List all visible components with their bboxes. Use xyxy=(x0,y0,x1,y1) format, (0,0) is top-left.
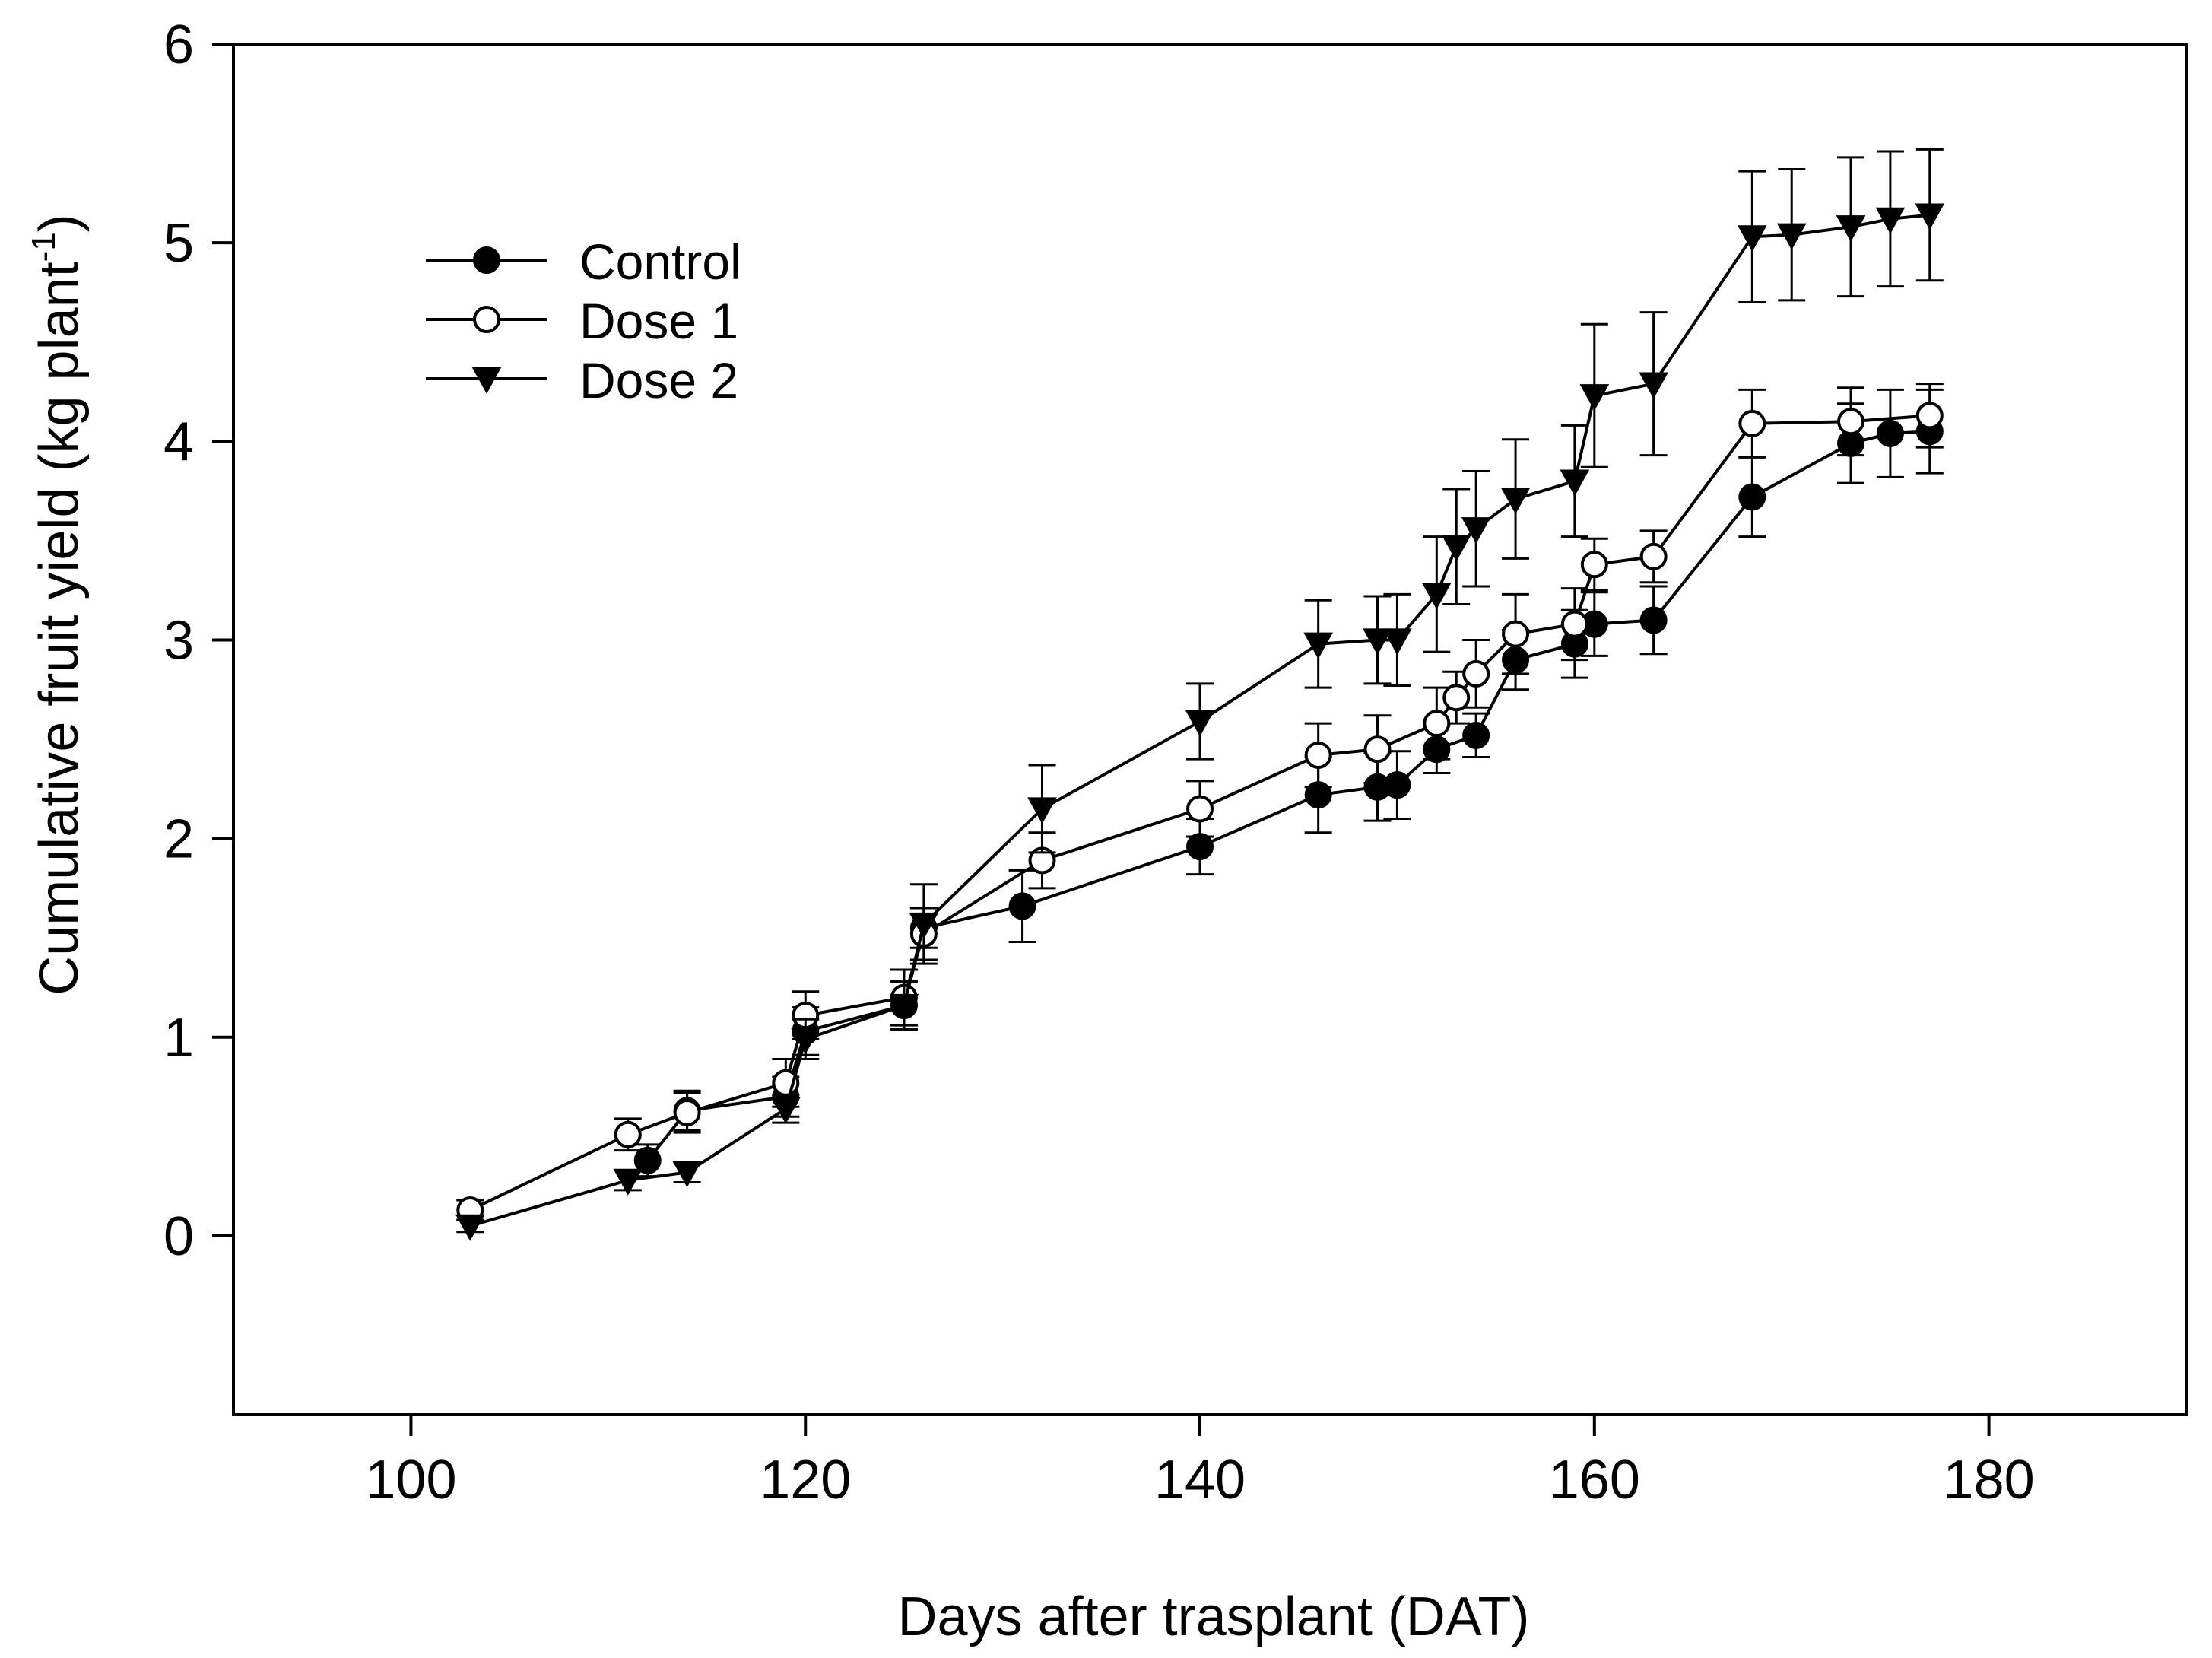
data-point xyxy=(613,1168,643,1196)
data-point xyxy=(889,993,919,1021)
data-point xyxy=(1186,833,1214,861)
data-point xyxy=(1383,771,1411,799)
x-tick-label: 100 xyxy=(365,1450,456,1510)
data-point xyxy=(1500,487,1531,514)
data-point xyxy=(1875,207,1906,234)
data-point xyxy=(1382,628,1412,656)
legend-marker xyxy=(473,246,500,274)
data-point xyxy=(1442,684,1471,712)
data-point xyxy=(1363,628,1392,656)
data-point xyxy=(1737,225,1767,253)
y-axis-title: Cumulative fruit yield (kg plant-1) xyxy=(25,214,90,996)
series-layer xyxy=(455,148,1945,1241)
plot-frame xyxy=(232,43,2188,1416)
y-tick-label: 5 xyxy=(163,213,194,274)
data-point xyxy=(1580,551,1608,579)
data-point xyxy=(1560,469,1590,497)
data-point xyxy=(1304,741,1332,769)
data-point xyxy=(455,1214,485,1241)
data-point xyxy=(1915,402,1944,430)
x-tick-label: 140 xyxy=(1154,1450,1246,1510)
data-point xyxy=(770,1097,801,1124)
data-point xyxy=(1639,542,1668,570)
data-point xyxy=(1303,632,1334,659)
data-point xyxy=(909,912,939,939)
legend-label: Dose 2 xyxy=(579,352,738,408)
data-point xyxy=(790,1028,820,1055)
data-point xyxy=(1185,710,1215,737)
legend-marker xyxy=(473,306,500,333)
data-point xyxy=(1008,892,1036,920)
data-point xyxy=(673,1099,701,1127)
data-point xyxy=(1837,408,1865,436)
series-dose-2 xyxy=(455,148,1945,1241)
data-point xyxy=(1461,517,1491,545)
x-tick-label: 160 xyxy=(1549,1450,1640,1510)
data-point xyxy=(1639,372,1668,399)
y-axis-title-close: ) xyxy=(29,214,90,232)
y-axis-title-superscript: -1 xyxy=(25,232,62,262)
data-point xyxy=(1462,659,1490,688)
data-point xyxy=(1639,606,1668,634)
data-point xyxy=(614,1120,642,1148)
y-tick-label: 4 xyxy=(163,411,194,472)
legend-label: Control xyxy=(579,233,741,290)
data-point xyxy=(1738,483,1766,511)
data-point xyxy=(1876,419,1904,447)
y-axis-title-main: Cumulative fruit yield (kg plant xyxy=(29,262,90,995)
data-point xyxy=(1441,535,1471,562)
data-point xyxy=(672,1161,702,1188)
axes-layer: 100 120 140 160 180 0 1 2 3 4 5 6 xyxy=(163,14,2188,1510)
data-point xyxy=(1836,215,1866,243)
legend-label: Dose 1 xyxy=(579,293,738,349)
legend-item-dose-2: Dose 2 xyxy=(426,352,738,408)
data-point xyxy=(1738,409,1766,437)
data-point xyxy=(1560,610,1588,638)
legend-marker xyxy=(471,367,502,394)
data-point xyxy=(1776,223,1807,250)
y-tick-label: 2 xyxy=(163,809,194,870)
data-point xyxy=(1027,797,1057,824)
y-tick-label: 6 xyxy=(163,14,194,75)
data-point xyxy=(1423,710,1451,738)
data-point xyxy=(1421,583,1452,610)
y-tick-label: 3 xyxy=(163,610,194,671)
y-tick-label: 1 xyxy=(163,1008,194,1069)
data-point xyxy=(1579,384,1610,411)
y-tick-label: 0 xyxy=(163,1206,194,1267)
x-tick-label: 180 xyxy=(1944,1450,2035,1510)
data-point xyxy=(1502,620,1530,648)
data-point xyxy=(1915,203,1945,230)
x-tick-label: 120 xyxy=(760,1450,851,1510)
legend-item-control: Control xyxy=(426,233,741,290)
x-axis-title: Days after trasplant (DAT) xyxy=(898,1587,1530,1647)
data-point xyxy=(1363,735,1392,764)
legend-item-dose-1: Dose 1 xyxy=(426,293,738,349)
data-point xyxy=(1462,721,1490,749)
data-point xyxy=(633,1146,662,1174)
data-point xyxy=(1186,795,1214,823)
